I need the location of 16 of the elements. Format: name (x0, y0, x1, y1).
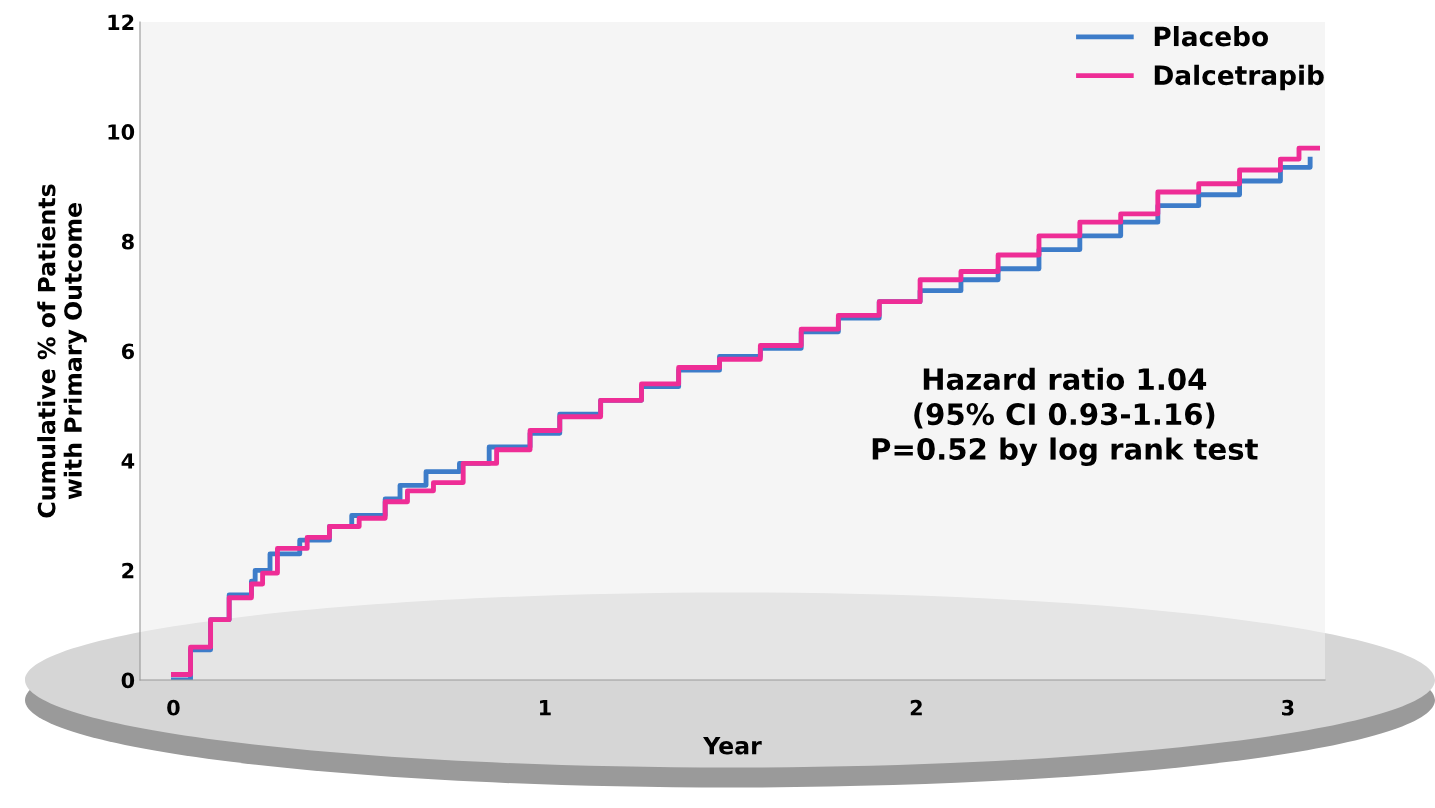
y-tick-label: 8 (121, 233, 134, 250)
y-axis-title: Cumulative % of Patients with Primary Outcome (37, 184, 87, 518)
x-tick-label: 2 (910, 699, 922, 716)
x-tick-label: 1 (540, 700, 551, 716)
y-tick-label: 2 (122, 562, 134, 579)
annotation: Hazard ratio 1.04 (95% CI 0.93-1.16) P=0.52 by log rank test (872, 367, 1258, 466)
legend-label: Placebo (1154, 26, 1269, 47)
y-tick-label: 12 (108, 14, 134, 30)
x-axis-title: Year (703, 737, 762, 755)
x-tick-label: 0 (167, 699, 180, 716)
x-tick-label: 3 (1282, 699, 1294, 716)
y-tick-label: 4 (121, 453, 135, 469)
y-tick-label: 0 (121, 672, 135, 689)
y-tick-label: 10 (108, 124, 135, 140)
y-tick-label: 6 (121, 343, 135, 360)
legend-label: Dalcetrapib (1154, 64, 1324, 91)
